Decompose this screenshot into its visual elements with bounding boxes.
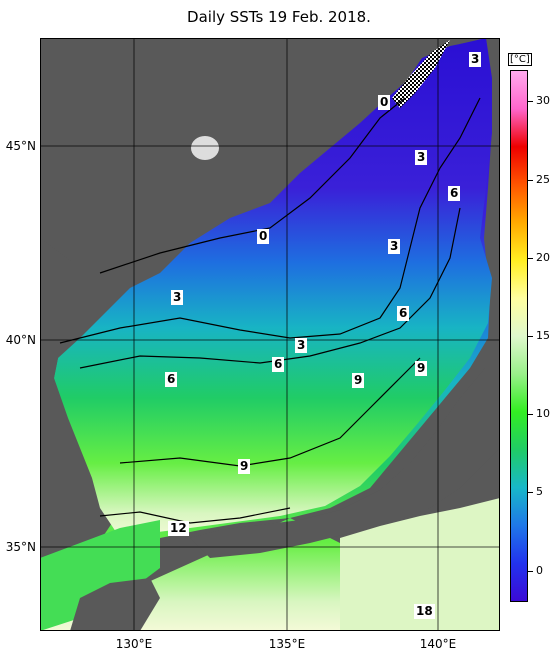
colorbar-tick-mark — [528, 570, 533, 572]
isotherm-label: 12 — [168, 521, 189, 536]
map-border — [40, 38, 500, 631]
colorbar — [510, 70, 528, 602]
lon-label-130e: 130°E — [115, 637, 153, 651]
isotherm-label: 3 — [295, 338, 308, 353]
colorbar-tick-label: 25 — [536, 172, 550, 186]
lat-label-35n: 35°N — [5, 540, 36, 554]
colorbar-tick-mark — [528, 101, 533, 103]
colorbar-tick-label: 20 — [536, 250, 550, 264]
isotherm-12 — [99, 507, 291, 524]
isotherm-label: 9 — [238, 459, 251, 474]
colorbar-tick-label: 30 — [536, 94, 550, 108]
graticule — [40, 38, 500, 631]
isotherm-label: 0 — [257, 229, 270, 244]
colorbar-tick-label: 15 — [536, 329, 550, 342]
kyushu — [70, 578, 160, 631]
isotherm-label: 9 — [352, 373, 365, 388]
colorbar-tick-mark — [528, 336, 533, 337]
sea-main — [54, 38, 492, 538]
sea-ice — [392, 40, 450, 108]
isotherm-6 — [79, 207, 461, 369]
isotherm-label: 6 — [397, 306, 410, 321]
korea-strait — [40, 520, 160, 631]
isotherm-label: 3 — [469, 52, 482, 67]
isotherm-label: 3 — [171, 290, 184, 305]
isotherm-label: 18 — [414, 604, 435, 619]
southern-waters — [340, 498, 500, 631]
colorbar-tick-mark — [528, 257, 533, 259]
isotherm-label: 6 — [272, 357, 285, 372]
sst-map-graphic — [40, 38, 500, 631]
colorbar-tick-label: 0 — [536, 563, 543, 577]
colorbar-tick-label: 10 — [536, 407, 550, 421]
colorbar-tick-mark — [528, 179, 533, 181]
lon-label-140e: 140°E — [419, 637, 457, 651]
isotherm-label: 6 — [165, 372, 178, 387]
isotherm-label: 3 — [415, 150, 428, 165]
lat-label-45n: 45°N — [5, 139, 36, 153]
isotherm-3 — [59, 97, 481, 344]
colorbar-tick-mark — [528, 492, 533, 494]
isotherm-label: 9 — [415, 361, 428, 376]
isotherm-label: 0 — [378, 95, 391, 110]
korea — [40, 238, 100, 398]
lon-label-135e: 135°E — [268, 637, 306, 651]
isotherm-label: 6 — [448, 186, 461, 201]
isotherm-label: 3 — [388, 239, 401, 254]
unit-label: [°C] — [508, 53, 532, 66]
lat-label-40n: 40°N — [5, 333, 36, 347]
colorbar-tick-mark — [528, 414, 533, 416]
honshu — [190, 338, 500, 558]
isotherm-0 — [99, 97, 406, 274]
sst-map — [40, 38, 500, 631]
island — [191, 136, 219, 160]
isotherm-9 — [119, 357, 421, 467]
colorbar-tick-label: 5 — [536, 485, 543, 499]
map-title: Daily SSTs 19 Feb. 2018. — [187, 8, 371, 26]
